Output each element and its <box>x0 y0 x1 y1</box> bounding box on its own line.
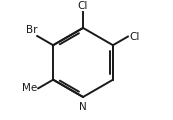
Text: N: N <box>79 102 87 112</box>
Text: Cl: Cl <box>78 1 88 11</box>
Text: Br: Br <box>26 25 37 35</box>
Text: Me: Me <box>22 83 38 93</box>
Text: Cl: Cl <box>129 32 139 42</box>
